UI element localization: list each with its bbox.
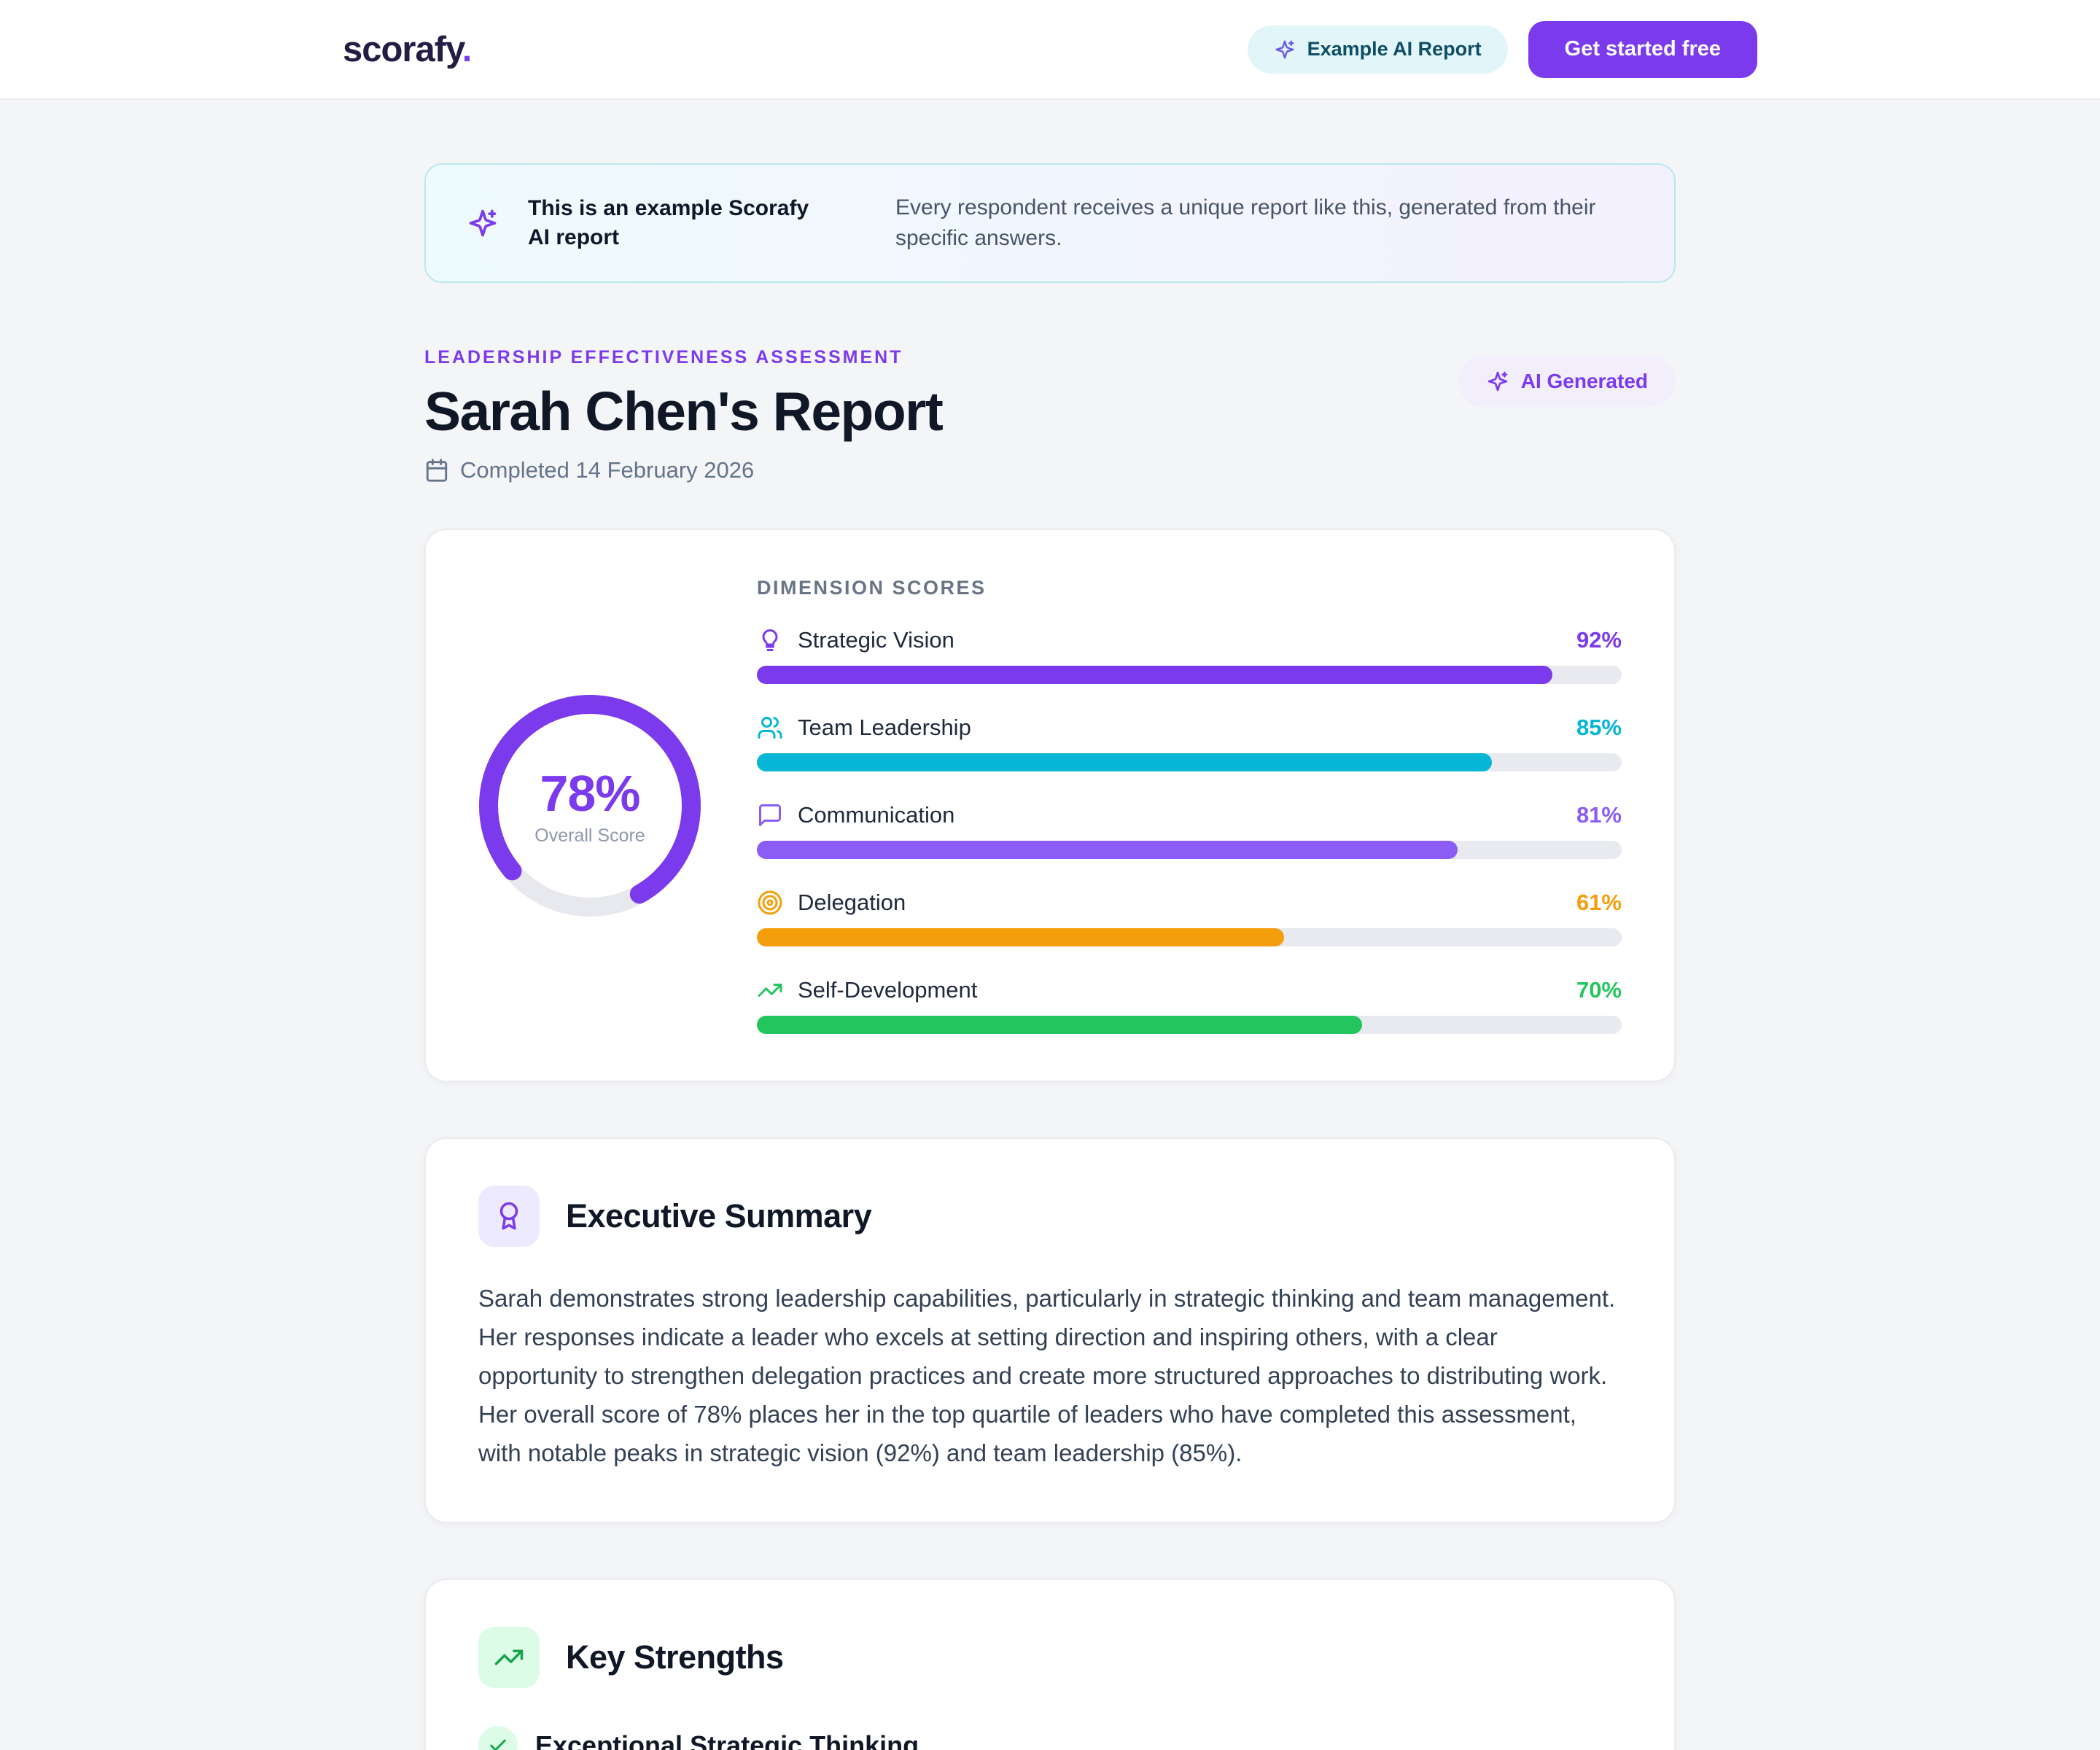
sparkles-icon	[467, 207, 499, 239]
dimension-value: 61%	[1576, 890, 1622, 915]
target-icon	[757, 890, 783, 916]
dimension-label: Delegation	[798, 890, 906, 915]
progress-fill	[757, 841, 1458, 859]
dimension-scores-card: 78% Overall Score DIMENSION SCORES Strat…	[424, 529, 1676, 1082]
dimension-row-team-leadership: Team Leadership 85%	[757, 715, 1622, 771]
progress-fill	[757, 1016, 1363, 1034]
section-title: Executive Summary	[566, 1197, 872, 1234]
dimension-label: Strategic Vision	[798, 627, 954, 653]
top-navigation: scorafy. Example AI Report Get started f…	[0, 0, 2100, 100]
progress-fill	[757, 928, 1285, 946]
ai-generated-badge: AI Generated	[1458, 356, 1676, 407]
progress-track	[757, 1016, 1622, 1034]
progress-track	[757, 841, 1622, 859]
dimension-row-delegation: Delegation 61%	[757, 890, 1622, 946]
progress-track	[757, 753, 1622, 771]
ai-generated-label: AI Generated	[1520, 370, 1648, 392]
dimension-value: 70%	[1576, 977, 1622, 1003]
overall-score-ring: 78% Overall Score	[478, 694, 701, 917]
check-icon	[478, 1726, 518, 1750]
completed-date: Completed 14 February 2026	[460, 457, 755, 483]
page-title: Sarah Chen's Report	[424, 381, 944, 442]
dimension-scores-heading: DIMENSION SCORES	[757, 577, 987, 599]
report-header: LEADERSHIP EFFECTIVENESS ASSESSMENT Sara…	[424, 347, 1676, 483]
get-started-button[interactable]: Get started free	[1528, 20, 1757, 78]
dimension-label: Team Leadership	[798, 715, 971, 740]
banner-title: This is an example Scorafy AI report	[528, 195, 809, 250]
overall-score-label: Overall Score	[534, 825, 645, 846]
dimension-row-self-development: Self-Development 70%	[757, 977, 1622, 1034]
banner-description: Every respondent receives a unique repor…	[895, 195, 1596, 250]
executive-summary-text: Sarah demonstrates strong leadership cap…	[478, 1285, 1616, 1466]
overall-score-value: 78%	[540, 765, 640, 822]
assessment-eyebrow: LEADERSHIP EFFECTIVENESS ASSESSMENT	[424, 347, 903, 368]
logo-dot: .	[462, 29, 472, 69]
trending-up-icon	[478, 1627, 540, 1688]
progress-fill	[757, 753, 1493, 771]
overall-ring-progress	[479, 694, 701, 917]
calendar-icon	[424, 458, 449, 483]
dimension-row-strategic-vision: Strategic Vision 92%	[757, 627, 1622, 684]
dimension-value: 85%	[1576, 715, 1622, 740]
progress-track	[757, 666, 1622, 684]
dimension-value: 92%	[1576, 627, 1622, 653]
dimension-label: Self-Development	[798, 977, 978, 1003]
progress-track	[757, 928, 1622, 946]
section-title: Key Strengths	[566, 1638, 784, 1676]
example-report-banner: This is an example Scorafy AI report Eve…	[424, 163, 1676, 283]
key-strengths-card: Key Strengths Exceptional Strategic Thin…	[424, 1579, 1676, 1750]
example-ai-report-label: Example AI Report	[1307, 38, 1482, 60]
logo[interactable]: scorafy.	[343, 29, 472, 70]
sparkles-icon	[1274, 39, 1296, 61]
strength-item: Exceptional Strategic Thinking Scored 9/…	[478, 1726, 1622, 1750]
trending-up-icon	[757, 977, 783, 1003]
progress-fill	[757, 666, 1553, 684]
dimension-value: 81%	[1576, 802, 1622, 828]
users-icon	[757, 715, 783, 741]
report-page: This is an example Scorafy AI report Eve…	[424, 100, 1676, 1750]
message-icon	[757, 802, 783, 828]
example-ai-report-button[interactable]: Example AI Report	[1247, 25, 1508, 74]
executive-summary-card: Executive Summary Sarah demonstrates str…	[424, 1138, 1676, 1523]
award-icon	[478, 1186, 540, 1247]
strength-title: Exceptional Strategic Thinking	[535, 1730, 919, 1750]
dimension-label: Communication	[798, 802, 955, 828]
sparkles-icon	[1486, 370, 1509, 393]
dimension-row-communication: Communication 81%	[757, 802, 1622, 859]
lightbulb-icon	[757, 627, 783, 653]
logo-text: scorafy	[343, 29, 463, 69]
